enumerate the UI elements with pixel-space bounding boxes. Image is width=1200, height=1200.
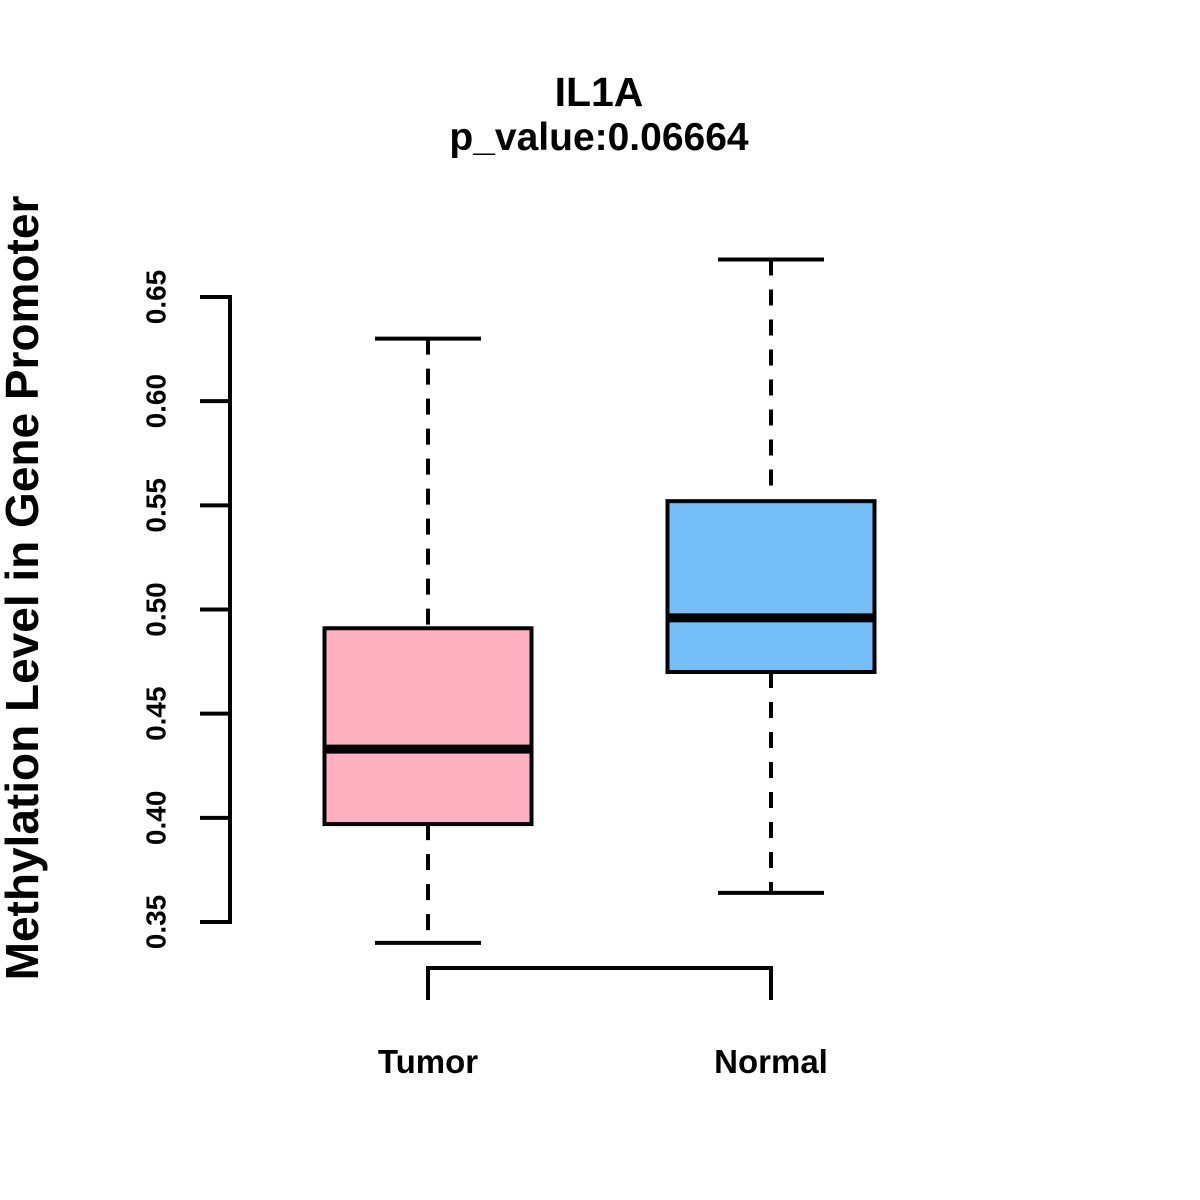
y-axis-tick-label: 0.65 [141,270,172,325]
y-axis-tick-label: 0.40 [141,791,172,846]
y-axis-tick-label: 0.45 [141,686,172,741]
x-axis-bracket [426,966,773,1000]
plot-area: 0.35 0.40 0.45 0.50 0.55 0.60 0.65 Tumor Normal [141,257,877,1080]
x-axis-label-tumor: Tumor [378,1043,478,1080]
chart-subtitle: p_value:0.06664 [449,116,749,159]
x-axis-label-normal: Normal [714,1043,828,1080]
chart-title: IL1A [555,69,644,115]
y-axis-tick-label: 0.60 [141,374,172,429]
box-normal [665,499,877,674]
y-axis-tick-label: 0.55 [141,478,172,533]
y-axis-tick-label: 0.35 [141,895,172,950]
y-axis-title: Methylation Level in Gene Promoter [0,196,48,981]
box-tumor [322,626,534,827]
y-axis-tick-label: 0.50 [141,582,172,637]
